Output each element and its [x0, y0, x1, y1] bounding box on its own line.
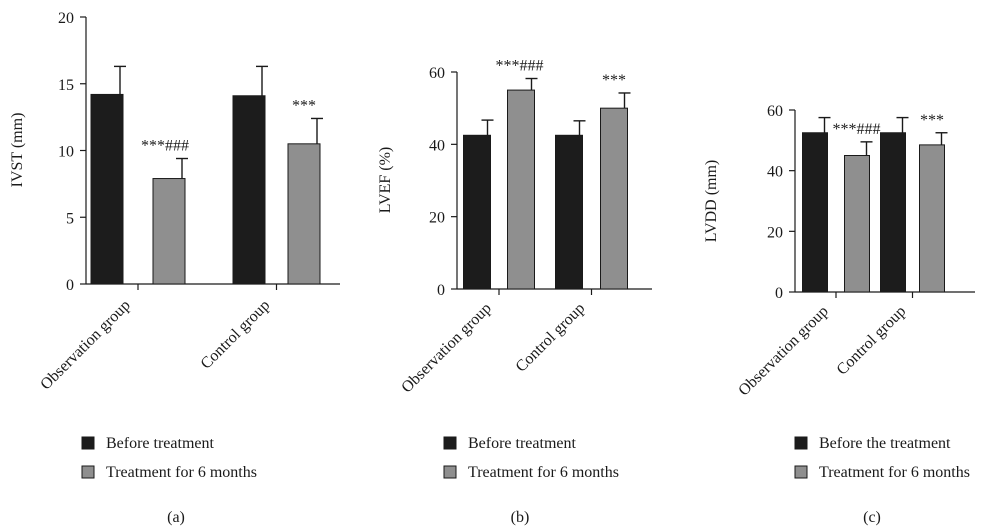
significance-label: *** [602, 72, 626, 89]
chart-panel-3: 0 20 40 60 LVDD (mm) Observation group Control… [703, 103, 975, 526]
y-tick-label: 20 [429, 210, 445, 227]
y-axis-label: IVST (mm) [9, 113, 26, 188]
y-tick-label: 15 [58, 77, 74, 94]
bar [232, 95, 266, 285]
bar [287, 143, 321, 285]
y-tick-label: 40 [429, 137, 445, 154]
legend-swatch [81, 436, 95, 450]
bar [802, 132, 828, 293]
panel-label: (a) [167, 509, 185, 526]
y-tick-label: 5 [66, 210, 74, 227]
legend-label: Treatment for 6 months [819, 464, 970, 481]
legend-swatch [794, 465, 808, 479]
bar [152, 178, 186, 285]
significance-label: ***### [496, 58, 544, 75]
significance-label: ***### [833, 121, 881, 138]
significance-label: *** [920, 112, 944, 129]
y-tick-label: 10 [58, 144, 74, 161]
y-tick-label: 0 [66, 277, 74, 294]
y-tick-label: 40 [767, 164, 783, 181]
significance-label: ***### [141, 138, 189, 155]
bar [600, 107, 628, 290]
significance-label: *** [292, 97, 316, 114]
category-label: Control group [834, 303, 910, 379]
panel-label: (c) [863, 509, 881, 526]
y-tick-label: 20 [58, 10, 74, 27]
legend-label: Before treatment [468, 435, 577, 452]
legend-label: Before treatment [106, 435, 215, 452]
y-tick-label: 0 [437, 282, 445, 299]
chart-panel-2: 0 20 40 60 LVEF (%) Observation group Control … [377, 58, 652, 526]
legend-swatch [794, 436, 808, 450]
y-tick-label: 60 [429, 65, 445, 82]
bar [555, 134, 583, 290]
chart-panel-1: 0 5 10 15 20 IVST (mm) Observation group Contro… [9, 10, 340, 526]
category-label: Observation group [735, 303, 832, 400]
y-axis-label: LVDD (mm) [703, 160, 720, 243]
legend-swatch [443, 465, 457, 479]
category-label: Control group [513, 300, 589, 376]
y-tick-label: 60 [767, 103, 783, 120]
legend-swatch [81, 465, 95, 479]
category-label: Control group [198, 297, 274, 373]
category-label: Observation group [37, 297, 134, 394]
category-label: Observation group [398, 300, 495, 397]
y-tick-label: 0 [775, 285, 783, 302]
legend-label: Before the treatment [819, 435, 951, 452]
legend-swatch [443, 436, 457, 450]
legend-label: Treatment for 6 months [468, 464, 619, 481]
bar [507, 89, 535, 290]
y-axis-label: LVEF (%) [377, 147, 394, 214]
bar [90, 93, 124, 285]
y-tick-label: 20 [767, 224, 783, 241]
bar [463, 134, 491, 290]
bar [919, 144, 945, 293]
bar [880, 132, 906, 293]
bar [844, 155, 870, 293]
legend-label: Treatment for 6 months [106, 464, 257, 481]
panel-label: (b) [511, 509, 530, 526]
